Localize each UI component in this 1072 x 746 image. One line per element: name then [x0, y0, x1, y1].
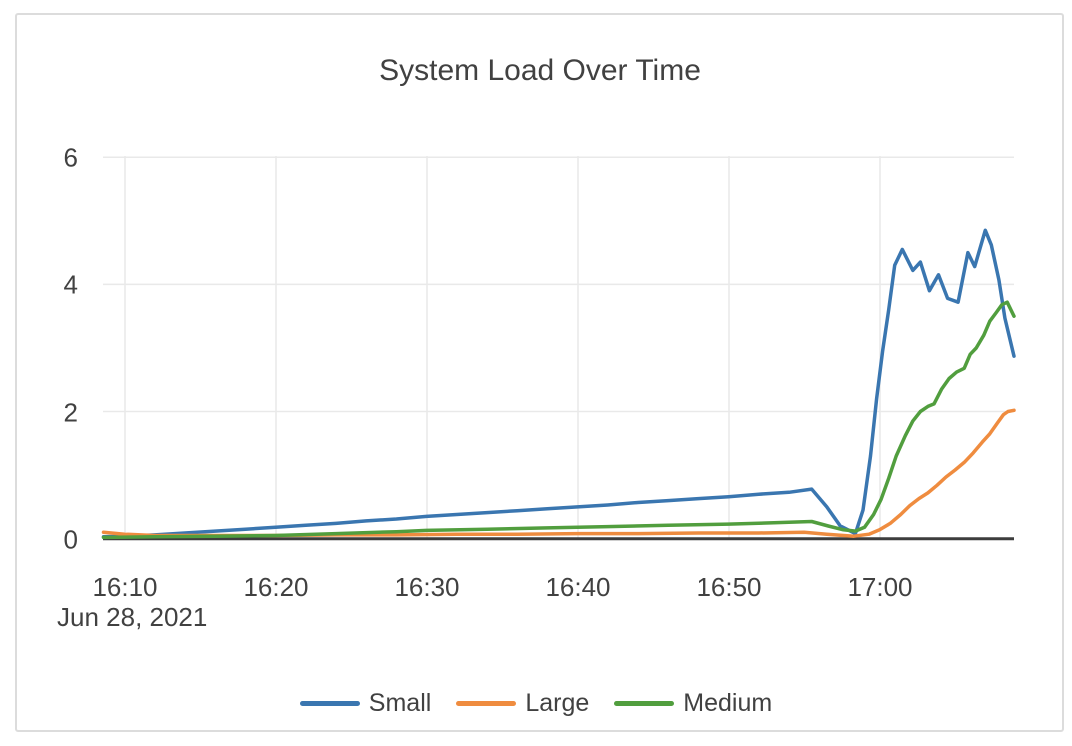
legend-swatch-medium	[614, 700, 675, 706]
y-tick-label: 4	[64, 270, 78, 300]
x-tick-label: 17:00	[847, 572, 912, 602]
series-line-small[interactable]	[101, 228, 1016, 539]
x-tick-label: 16:10	[92, 572, 157, 602]
x-tick-label: 16:30	[394, 572, 459, 602]
series-lines	[101, 228, 1016, 540]
legend-item-small[interactable]: Small	[299, 689, 432, 717]
chart-card	[15, 13, 1064, 732]
legend-swatch-large	[456, 700, 517, 706]
y-axis-labels: 6 4 2 0	[64, 143, 78, 555]
legend: Small Large Medium	[0, 689, 1072, 717]
x-axis-labels: 16:10 16:20 16:30 16:40 16:50 17:00	[92, 572, 912, 602]
x-axis-date-label: Jun 28, 2021	[57, 602, 207, 632]
legend-label-small: Small	[368, 689, 432, 717]
x-tick-label: 16:40	[545, 572, 610, 602]
y-tick-label: 0	[64, 525, 78, 555]
legend-label-large: Large	[525, 689, 590, 717]
legend-item-medium[interactable]: Medium	[614, 689, 772, 717]
y-tick-label: 2	[64, 398, 78, 428]
y-tick-label: 6	[64, 143, 78, 173]
x-tick-label: 16:50	[696, 572, 761, 602]
series-line-medium[interactable]	[101, 300, 1016, 540]
legend-item-large[interactable]: Large	[456, 689, 589, 717]
x-tick-label: 16:20	[243, 572, 308, 602]
chart-title: System Load Over Time	[379, 54, 701, 87]
series-line-large[interactable]	[101, 408, 1016, 538]
legend-label-medium: Medium	[683, 689, 773, 717]
legend-swatch-small	[299, 700, 360, 706]
gridlines	[103, 156, 1014, 539]
